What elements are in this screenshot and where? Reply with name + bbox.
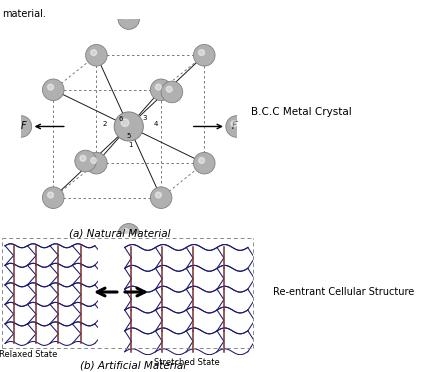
Text: (a) Natural Material: (a) Natural Material	[69, 229, 170, 239]
Text: 1: 1	[129, 142, 133, 148]
Circle shape	[91, 157, 97, 163]
Text: 2: 2	[102, 121, 107, 127]
Circle shape	[151, 79, 172, 100]
Circle shape	[48, 84, 54, 90]
Circle shape	[91, 49, 97, 55]
Circle shape	[155, 192, 161, 198]
Circle shape	[86, 153, 107, 174]
Circle shape	[15, 121, 21, 127]
Circle shape	[86, 45, 107, 66]
Circle shape	[123, 13, 129, 19]
Circle shape	[151, 187, 172, 208]
Circle shape	[231, 121, 237, 127]
Circle shape	[161, 81, 182, 103]
Text: Stretched State: Stretched State	[154, 358, 219, 367]
Circle shape	[226, 116, 247, 137]
Circle shape	[198, 157, 205, 163]
Circle shape	[198, 49, 205, 55]
Circle shape	[155, 84, 161, 90]
Circle shape	[48, 192, 54, 198]
Circle shape	[80, 155, 86, 161]
Circle shape	[194, 153, 215, 174]
Circle shape	[114, 112, 143, 141]
Circle shape	[10, 116, 32, 137]
Text: 3: 3	[143, 115, 147, 121]
Text: Relaxed State: Relaxed State	[0, 350, 57, 359]
Text: F: F	[21, 122, 26, 131]
Text: F: F	[232, 122, 237, 131]
Circle shape	[194, 45, 215, 66]
Circle shape	[75, 150, 96, 172]
Circle shape	[118, 8, 139, 29]
Circle shape	[43, 79, 64, 100]
Text: Re-entrant Cellular Structure: Re-entrant Cellular Structure	[273, 287, 414, 297]
Text: 5: 5	[127, 134, 131, 140]
Circle shape	[123, 229, 129, 235]
Text: 6: 6	[118, 116, 123, 122]
Text: B.C.C Metal Crystal: B.C.C Metal Crystal	[251, 107, 352, 116]
Text: (b) Artificial Material: (b) Artificial Material	[80, 361, 186, 371]
Circle shape	[118, 224, 139, 245]
Circle shape	[121, 119, 129, 126]
Text: material.: material.	[2, 9, 46, 19]
Circle shape	[43, 187, 64, 208]
Text: 4: 4	[154, 121, 158, 127]
Circle shape	[166, 86, 172, 92]
